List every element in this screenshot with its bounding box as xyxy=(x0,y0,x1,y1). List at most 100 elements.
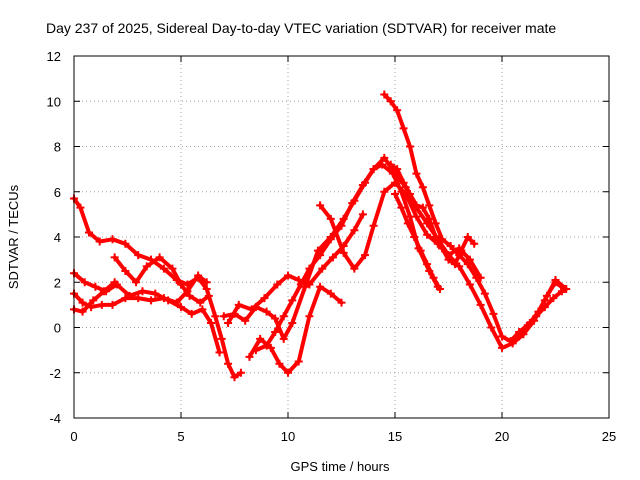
data-point xyxy=(525,318,534,327)
data-point xyxy=(463,233,472,241)
data-point xyxy=(418,183,427,192)
data-point xyxy=(121,239,130,248)
data-point xyxy=(305,280,314,289)
data-point xyxy=(316,282,325,291)
data-point xyxy=(534,307,543,316)
data-series xyxy=(70,90,571,382)
data-point xyxy=(224,318,233,327)
data-point xyxy=(444,255,453,264)
data-point xyxy=(369,165,378,174)
data-point xyxy=(423,230,432,239)
data-point xyxy=(110,278,119,287)
data-point xyxy=(423,260,432,269)
data-point xyxy=(316,251,325,260)
x-axis-label: GPS time / hours xyxy=(291,459,390,474)
data-point xyxy=(489,309,498,318)
data-point xyxy=(425,201,434,210)
y-tick-label: 2 xyxy=(54,275,61,290)
data-point xyxy=(121,294,130,303)
data-point xyxy=(97,300,106,309)
data-point xyxy=(380,153,389,162)
data-point xyxy=(480,289,489,298)
data-point xyxy=(339,248,348,257)
x-tick-label: 15 xyxy=(388,429,402,444)
data-point xyxy=(256,334,265,343)
data-point xyxy=(224,359,233,368)
data-point xyxy=(80,278,89,287)
grid-lines xyxy=(74,56,609,418)
data-point xyxy=(206,318,215,327)
data-point xyxy=(457,246,466,255)
data-point xyxy=(350,264,359,273)
data-point xyxy=(204,291,213,300)
data-point xyxy=(110,253,119,262)
data-point xyxy=(418,203,427,212)
data-point xyxy=(217,334,226,343)
data-point xyxy=(138,287,147,296)
data-point xyxy=(262,307,271,316)
series-track-13 xyxy=(393,192,442,291)
data-point xyxy=(234,300,243,309)
data-point xyxy=(399,124,408,133)
data-point xyxy=(305,264,314,273)
data-point xyxy=(463,260,472,269)
data-point xyxy=(397,203,406,212)
data-point xyxy=(279,334,288,343)
data-point xyxy=(350,226,359,235)
data-point xyxy=(247,305,256,314)
data-point xyxy=(177,303,185,312)
data-point xyxy=(159,294,168,303)
data-point xyxy=(202,278,211,287)
series-track-9 xyxy=(247,284,344,375)
data-point xyxy=(386,97,395,106)
data-point xyxy=(429,273,438,282)
x-tick-label: 25 xyxy=(602,429,616,444)
y-axis-label: SDTVAR / TECUs xyxy=(6,184,21,289)
data-point xyxy=(476,300,485,309)
y-tick-label: 0 xyxy=(54,321,61,336)
data-point xyxy=(99,287,108,296)
data-point xyxy=(266,343,275,352)
series-track-5 xyxy=(112,255,211,305)
data-point xyxy=(326,214,335,223)
data-point xyxy=(465,255,474,264)
data-point xyxy=(412,201,421,210)
data-point xyxy=(551,278,560,287)
y-tick-label: 6 xyxy=(54,185,61,200)
data-point xyxy=(185,291,194,300)
y-tick-label: 10 xyxy=(47,94,61,109)
data-point xyxy=(465,280,474,289)
data-point xyxy=(134,251,143,260)
data-point xyxy=(279,312,288,321)
data-point xyxy=(446,242,455,251)
data-point xyxy=(431,219,440,228)
data-point xyxy=(271,328,280,337)
data-point xyxy=(515,332,524,341)
data-point xyxy=(241,316,250,325)
data-point xyxy=(405,190,414,199)
data-point xyxy=(542,291,551,300)
data-point xyxy=(393,165,402,174)
data-point xyxy=(245,352,254,361)
data-point xyxy=(313,246,322,255)
y-tick-label: 4 xyxy=(54,230,61,245)
data-point xyxy=(380,90,389,99)
y-tick-label: -4 xyxy=(49,411,61,426)
data-point xyxy=(560,285,569,294)
data-point xyxy=(403,219,412,228)
data-point xyxy=(358,180,367,189)
data-point xyxy=(78,307,87,316)
data-point xyxy=(151,289,160,298)
y-tick-label: -2 xyxy=(49,366,61,381)
data-point xyxy=(337,298,346,307)
data-point xyxy=(236,368,245,377)
data-point xyxy=(305,312,314,321)
data-point xyxy=(412,212,421,221)
data-point xyxy=(405,142,414,151)
data-point xyxy=(549,294,558,303)
data-point xyxy=(438,244,447,253)
data-point xyxy=(168,264,177,273)
data-point xyxy=(78,298,87,307)
data-point xyxy=(326,289,335,298)
data-point xyxy=(412,169,421,178)
